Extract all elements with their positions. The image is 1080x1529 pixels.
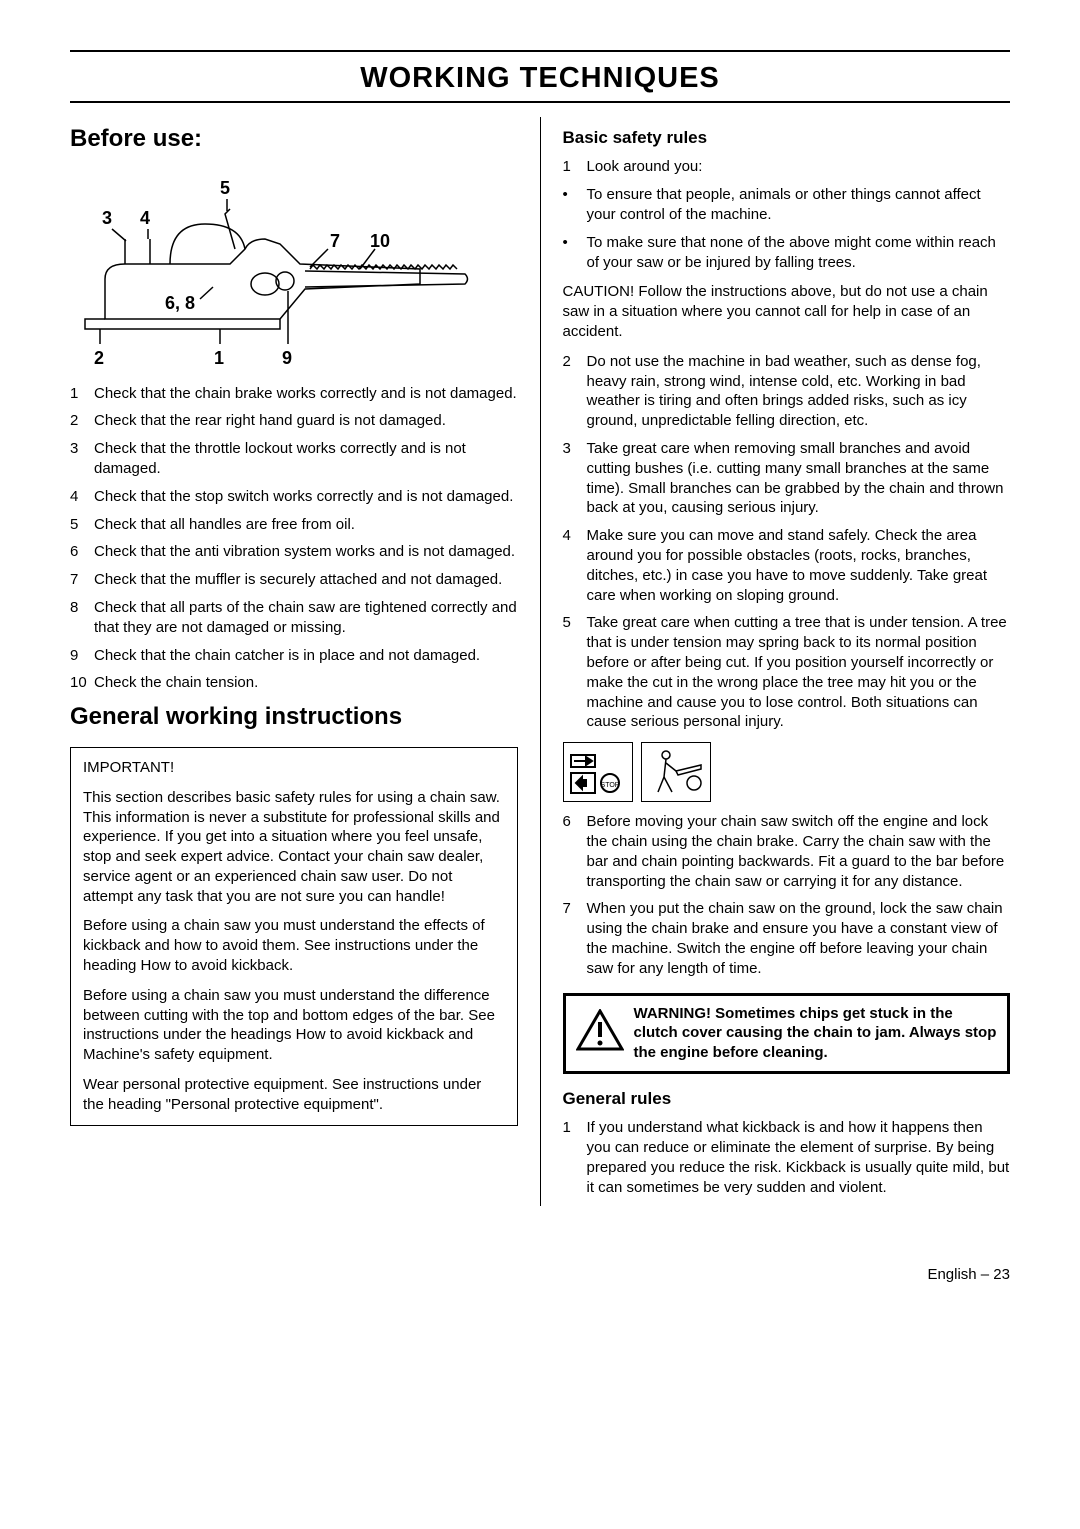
diagram-label-7: 7 [330, 231, 340, 251]
stop-engine-icon: STOP [563, 742, 633, 802]
list-item: 2Do not use the machine in bad weather, … [563, 352, 1011, 431]
page-footer: English – 23 [70, 1266, 1010, 1283]
diagram-label-9: 9 [282, 348, 292, 368]
list-item: 1If you understand what kickback is and … [563, 1118, 1011, 1197]
list-item: 6Before moving your chain saw switch off… [563, 812, 1011, 891]
list-item: 7Check that the muffler is securely atta… [70, 570, 518, 590]
diagram-label-4: 4 [140, 208, 150, 228]
chainsaw-diagram: 3 4 5 7 10 6, 8 2 1 9 [70, 169, 470, 374]
safety-list-6to7: 6Before moving your chain saw switch off… [563, 812, 1011, 978]
diagram-label-5: 5 [220, 178, 230, 198]
heading-before-use: Before use: [70, 123, 518, 155]
diagram-label-3: 3 [102, 208, 112, 228]
list-item: •To make sure that none of the above mig… [563, 233, 1011, 273]
list-item: •To ensure that people, animals or other… [563, 185, 1011, 225]
list-item: 7When you put the chain saw on the groun… [563, 899, 1011, 978]
heading-basic-safety: Basic safety rules [563, 127, 1011, 149]
warning-text: WARNING! Sometimes chips get stuck in th… [634, 1004, 998, 1063]
look-around-bullets: •To ensure that people, animals or other… [563, 185, 1011, 272]
basic-safety-list: 1Look around you: [563, 157, 1011, 177]
column-divider [540, 117, 541, 1206]
list-item: 6Check that the anti vibration system wo… [70, 542, 518, 562]
diagram-label-10: 10 [370, 231, 390, 251]
stop-carry-icons: STOP [563, 742, 1011, 802]
important-para: Wear personal protective equipment. See … [83, 1075, 505, 1115]
list-item: 5Take great care when cutting a tree tha… [563, 613, 1011, 732]
right-column: Basic safety rules 1Look around you: •To… [563, 117, 1011, 1206]
important-para: Before using a chain saw you must unders… [83, 916, 505, 975]
warning-triangle-icon [576, 1009, 624, 1057]
title-rule [70, 101, 1010, 103]
list-item: 4Make sure you can move and stand safely… [563, 526, 1011, 605]
list-item: 5Check that all handles are free from oi… [70, 515, 518, 535]
heading-general-working: General working instructions [70, 701, 518, 733]
list-item: 3Take great care when removing small bra… [563, 439, 1011, 518]
safety-list-2to5: 2Do not use the machine in bad weather, … [563, 352, 1011, 732]
important-para: This section describes basic safety rule… [83, 788, 505, 907]
svg-text:STOP: STOP [600, 782, 619, 789]
important-heading: IMPORTANT! [83, 758, 505, 778]
list-item: 10Check the chain tension. [70, 673, 518, 693]
heading-general-rules: General rules [563, 1088, 1011, 1110]
list-item: 4Check that the stop switch works correc… [70, 487, 518, 507]
list-item: 8Check that all parts of the chain saw a… [70, 598, 518, 638]
diagram-label-2: 2 [94, 348, 104, 368]
important-para: Before using a chain saw you must unders… [83, 986, 505, 1065]
diagram-label-1: 1 [214, 348, 224, 368]
caution-paragraph: CAUTION! Follow the instructions above, … [563, 282, 1011, 341]
list-item: 1Check that the chain brake works correc… [70, 384, 518, 404]
diagram-label-68: 6, 8 [165, 293, 195, 313]
before-use-checklist: 1Check that the chain brake works correc… [70, 384, 518, 694]
list-item: 9Check that the chain catcher is in plac… [70, 646, 518, 666]
top-rule [70, 50, 1010, 52]
warning-box: WARNING! Sometimes chips get stuck in th… [563, 993, 1011, 1074]
list-item: 2Check that the rear right hand guard is… [70, 411, 518, 431]
carry-backwards-icon [641, 742, 711, 802]
left-column: Before use: [70, 117, 518, 1206]
list-item: 3Check that the throttle lockout works c… [70, 439, 518, 479]
general-rules-list: 1If you understand what kickback is and … [563, 1118, 1011, 1197]
list-item: 1Look around you: [563, 157, 1011, 177]
two-column-layout: Before use: [70, 117, 1010, 1206]
important-box: IMPORTANT! This section describes basic … [70, 747, 518, 1126]
page-title: WORKING TECHNIQUES [70, 62, 1010, 95]
